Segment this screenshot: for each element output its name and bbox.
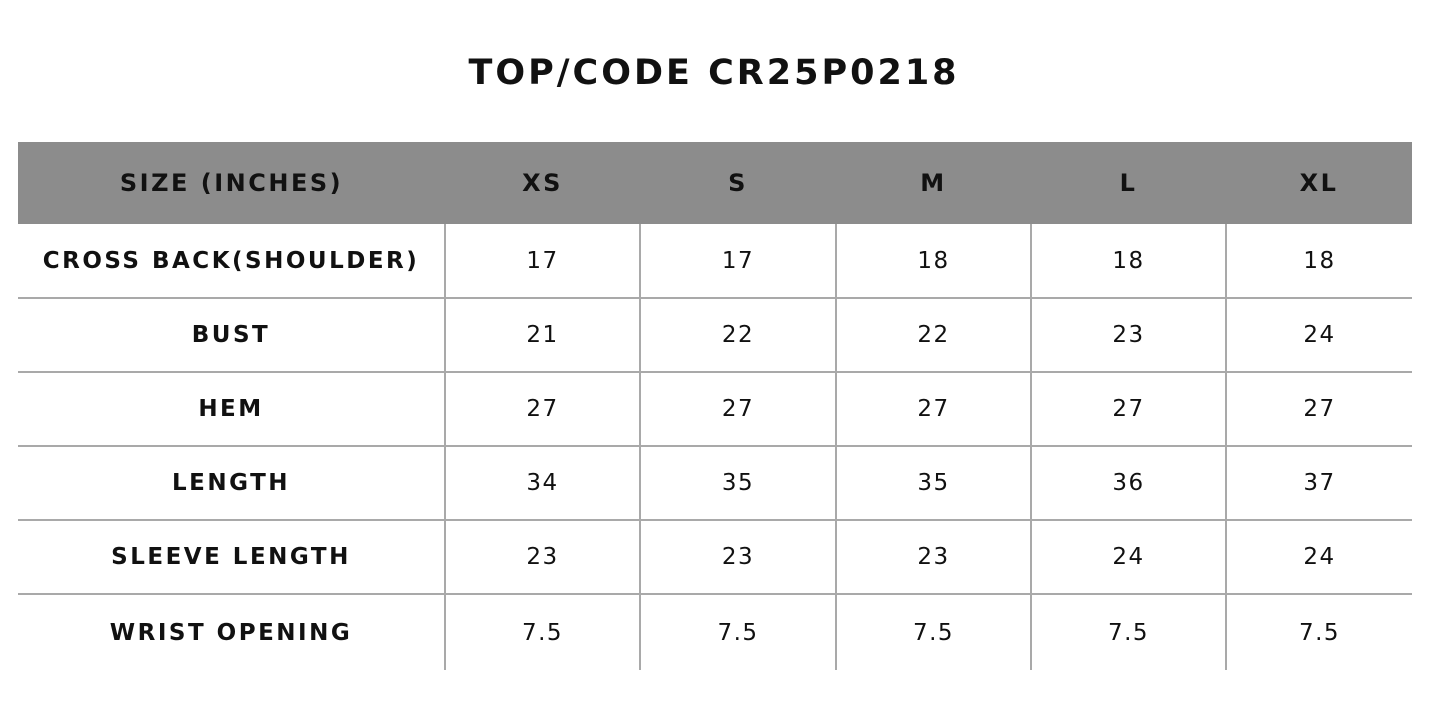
table-cell: 23: [835, 520, 1031, 595]
table-cell: 34: [444, 446, 640, 521]
table-cell: 18: [1225, 224, 1412, 299]
table-cell: 24: [1225, 520, 1412, 595]
table-cell: 27: [639, 372, 836, 447]
header-size-xs: XS: [522, 169, 563, 197]
header-size-label: SIZE (INCHES): [119, 169, 344, 197]
row-label-sleeve-length: SLEEVE LENGTH: [18, 520, 445, 595]
table-cell: 23: [1030, 298, 1226, 373]
table-cell: 35: [835, 446, 1031, 521]
table-cell: 18: [1030, 224, 1226, 299]
table-row: CROSS BACK(SHOULDER) 17 17 18 18 18: [18, 224, 1412, 299]
table-row: SLEEVE LENGTH 23 23 23 24 24: [18, 520, 1412, 595]
row-label-length: LENGTH: [18, 446, 445, 521]
table-cell: 21: [444, 298, 640, 373]
table-cell: 7.5: [639, 594, 836, 670]
table-cell: 27: [444, 372, 640, 447]
header-size-l: L: [1119, 169, 1138, 197]
header-size-m: M: [920, 169, 947, 197]
table-cell: 7.5: [835, 594, 1031, 670]
table-cell: 23: [444, 520, 640, 595]
table-cell: 17: [639, 224, 836, 299]
table-cell: 35: [639, 446, 836, 521]
table-cell: 27: [835, 372, 1031, 447]
table-row: WRIST OPENING 7.5 7.5 7.5 7.5 7.5: [18, 594, 1412, 670]
row-label-hem: HEM: [18, 372, 445, 447]
row-label-cross-back: CROSS BACK(SHOULDER): [18, 224, 445, 299]
size-chart-table: SIZE (INCHES) XS S M L XL CROSS BACK(SHO…: [18, 142, 1412, 670]
table-row: BUST 21 22 22 23 24: [18, 298, 1412, 373]
header-size-xl: XL: [1299, 169, 1339, 197]
table-cell: 22: [835, 298, 1031, 373]
table-cell: 37: [1225, 446, 1412, 521]
table-cell: 27: [1225, 372, 1412, 447]
table-cell: 23: [639, 520, 836, 595]
table-cell: 7.5: [444, 594, 640, 670]
table-cell: 36: [1030, 446, 1226, 521]
table-cell: 27: [1030, 372, 1226, 447]
table-cell: 18: [835, 224, 1031, 299]
row-label-wrist-opening: WRIST OPENING: [109, 619, 353, 646]
header-size-s: S: [728, 169, 748, 197]
table-row: HEM 27 27 27 27 27: [18, 372, 1412, 447]
row-label-bust: BUST: [18, 298, 445, 373]
table-cell: 7.5: [1225, 594, 1412, 670]
page-title: TOP/CODE CR25P0218: [468, 53, 960, 93]
table-header-row: SIZE (INCHES) XS S M L XL: [18, 142, 1412, 224]
table-cell: 7.5: [1030, 594, 1226, 670]
table-row: LENGTH 34 35 35 36 37: [18, 446, 1412, 521]
table-cell: 24: [1225, 298, 1412, 373]
table-cell: 17: [444, 224, 640, 299]
table-cell: 22: [639, 298, 836, 373]
table-cell: 24: [1030, 520, 1226, 595]
